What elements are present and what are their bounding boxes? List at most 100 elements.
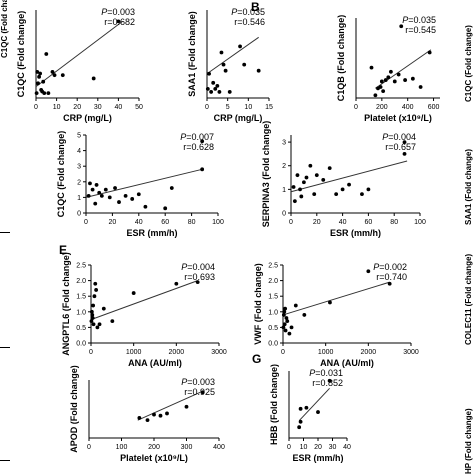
- data-point: [99, 193, 104, 198]
- x-tick-label: 20: [314, 444, 322, 451]
- x-tick-label: 2000: [169, 349, 185, 356]
- data-point: [369, 65, 374, 70]
- data-point: [130, 197, 135, 201]
- x-axis-label: ESR (mm/h): [330, 228, 381, 238]
- x-tick-label: 0: [287, 444, 291, 451]
- data-point: [281, 313, 286, 317]
- data-point: [200, 390, 205, 395]
- data-point: [373, 93, 378, 98]
- data-point: [219, 50, 224, 55]
- scatter-panel-1: 0 10 20 30 40 50 CRP (mg/L) C1QC (Fold change) P…: [16, 7, 143, 123]
- x-tick-label: 0: [354, 104, 358, 111]
- x-tick-label: 40: [343, 444, 351, 451]
- x-tick-label: 15: [265, 104, 273, 111]
- y-tick-label: 1: [77, 195, 81, 202]
- x-tick-label: 40: [115, 104, 123, 111]
- y-axis-label: ANGPTL6 (Fold change): [61, 252, 71, 356]
- data-point: [238, 44, 242, 49]
- data-point: [327, 378, 332, 383]
- x-tick-label: 30: [329, 444, 337, 451]
- x-tick-label: 0: [205, 104, 209, 111]
- data-point: [195, 280, 200, 285]
- r-value-label: r=0.693: [184, 272, 215, 282]
- y-tick-label: 1.0: [76, 309, 86, 316]
- data-point: [321, 178, 326, 182]
- data-point: [103, 187, 108, 192]
- x-tick-label: 100: [414, 219, 426, 226]
- data-point: [302, 180, 306, 185]
- panel-letter-b: B: [251, 0, 260, 14]
- data-point: [90, 316, 95, 320]
- data-point: [295, 173, 300, 178]
- data-point: [304, 405, 309, 410]
- data-point: [163, 206, 168, 211]
- x-tick-label: 80: [188, 219, 196, 226]
- data-point: [211, 80, 216, 85]
- edge-label-colec11-right: COLEC11 (Fold change): [464, 253, 473, 345]
- data-point: [227, 90, 232, 94]
- data-point: [97, 190, 102, 195]
- data-point: [131, 291, 136, 295]
- x-tick-label: 10: [300, 444, 308, 451]
- r-value-label: r=0.925: [184, 387, 215, 397]
- x-tick-label: 1000: [318, 349, 334, 356]
- edge-label-saa1-right: SAA1 (Fold change): [464, 148, 473, 225]
- p-symbol: P: [181, 377, 187, 387]
- data-point: [392, 79, 397, 84]
- data-point: [60, 73, 65, 78]
- data-point: [387, 281, 392, 286]
- data-point: [291, 185, 296, 189]
- x-tick-label: 20: [109, 219, 117, 226]
- data-point: [283, 328, 288, 333]
- edge-label-c1qc-left: C1QC (Fold change): [0, 0, 9, 58]
- p-value-label: P=0.003: [181, 377, 215, 387]
- data-point: [209, 90, 214, 94]
- y-tick-label: 2.0: [76, 278, 86, 285]
- x-tick-label: 5: [226, 104, 230, 111]
- data-point: [165, 411, 169, 416]
- edge-axis-tick: [0, 232, 10, 233]
- y-axis-label: SERPINA3 (Fold change): [261, 121, 271, 228]
- data-point: [285, 319, 290, 324]
- x-tick-label: 0: [34, 104, 38, 111]
- r-value-label: r=0.546: [234, 17, 265, 27]
- y-tick-label: 0.5: [268, 325, 278, 332]
- p-value-label: P=0.035: [402, 15, 436, 25]
- regression-line: [35, 21, 123, 87]
- data-point: [90, 187, 95, 192]
- x-tick-label: 400: [402, 104, 414, 111]
- scatter-panel-5: 0 20 40 60 80 100 0 1 2 3 ESR (mm/h) SERPINA3 (Fold…: [261, 121, 426, 238]
- x-tick-label: 0: [289, 219, 293, 226]
- r-value-label: r=0.740: [376, 272, 407, 282]
- data-point: [44, 52, 49, 56]
- edge-label-hp-right: HP (Fold change): [464, 408, 473, 474]
- p-symbol: P: [180, 132, 186, 142]
- data-point: [95, 325, 100, 330]
- p-symbol: P: [101, 7, 107, 17]
- x-tick-label: 3000: [403, 349, 419, 356]
- x-tick-label: 30: [94, 104, 102, 111]
- data-point: [328, 300, 332, 305]
- data-point: [347, 182, 351, 187]
- x-axis-label: Platelet (x10⁹/L): [364, 113, 432, 123]
- data-point: [316, 410, 320, 414]
- x-tick-label: 40: [135, 219, 143, 226]
- y-tick-label: 2.5: [268, 263, 278, 270]
- x-axis-label: ESR (mm/h): [292, 453, 343, 463]
- x-tick-label: 0: [87, 444, 91, 451]
- data-point: [289, 325, 294, 330]
- data-point: [223, 68, 228, 73]
- y-tick-label: 2: [282, 163, 286, 170]
- x-tick-label: 0: [281, 349, 285, 356]
- p-value-label: P=0.007: [180, 132, 214, 142]
- data-point: [200, 139, 205, 144]
- x-tick-label: 3000: [211, 349, 227, 356]
- scatter-panel-8: 0 100 200 300 400 Platelet (x10⁹/L) APOD (Fold…: [69, 365, 225, 463]
- r-value-label: r=0.628: [183, 142, 214, 152]
- data-point: [123, 193, 128, 198]
- data-point: [287, 331, 292, 336]
- data-point: [304, 175, 309, 180]
- x-axis-label: ANA (AU/ml): [320, 358, 374, 368]
- data-point: [97, 322, 102, 327]
- x-tick-label: 60: [365, 219, 373, 226]
